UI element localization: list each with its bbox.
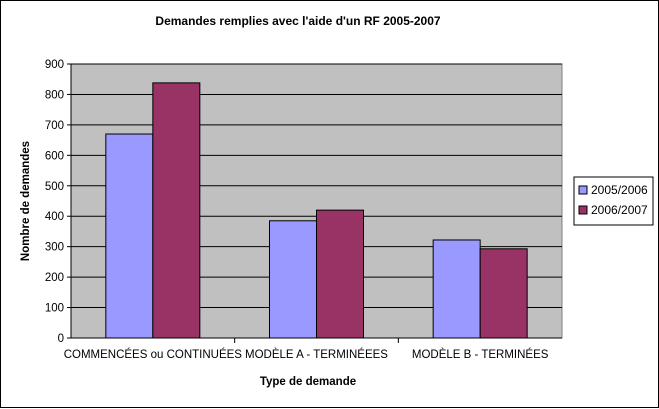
x-tick-labels: COMMENCÉES ou CONTINUÉES MODÈLE A - TERMI… (64, 348, 549, 361)
chart-title: Demandes remplies avec l'aide d'un RF 20… (155, 14, 441, 28)
bar-2006-2007-1 (316, 209, 364, 339)
y-tick-labels: 0 100 200 300 400 500 600 700 800 900 (45, 59, 64, 345)
bar-2005-2006-0 (105, 133, 154, 339)
legend: 2005/2006 2006/2007 (573, 176, 654, 226)
bar-2006-2007-2 (479, 248, 528, 339)
legend-swatch (578, 205, 588, 215)
legend-label: 2005/2006 (591, 183, 648, 197)
bar-2006-2007-0 (152, 82, 201, 339)
bar-2005-2006-1 (269, 220, 317, 339)
y-tick-label: 200 (45, 272, 64, 284)
x-axis-title: Type de demande (260, 376, 356, 388)
x-tick-label: COMMENCÉES ou CONTINUÉES (64, 348, 243, 361)
y-tick-label: 700 (45, 120, 64, 132)
y-tick-label: 800 (45, 89, 64, 101)
legend-label: 2006/2007 (591, 203, 648, 217)
axes (67, 63, 562, 343)
y-tick-label: 0 (58, 333, 64, 345)
y-tick-label: 400 (45, 211, 64, 223)
bar-2005-2006-2 (432, 239, 481, 339)
x-tick-label: MODÈLE A - TERMINÉEES (245, 348, 388, 361)
y-tick-label: 500 (45, 181, 64, 193)
bars (105, 82, 528, 339)
legend-box (573, 176, 654, 226)
y-tick-label: 900 (45, 59, 64, 71)
y-axis-title: Nombre de demandes (20, 141, 32, 261)
y-tick-label: 300 (45, 242, 64, 254)
legend-swatch (578, 185, 588, 195)
x-tick-label: MODÈLE B - TERMINÉES (412, 348, 549, 361)
y-tick-label: 600 (45, 150, 64, 162)
y-tick-label: 100 (45, 303, 64, 315)
